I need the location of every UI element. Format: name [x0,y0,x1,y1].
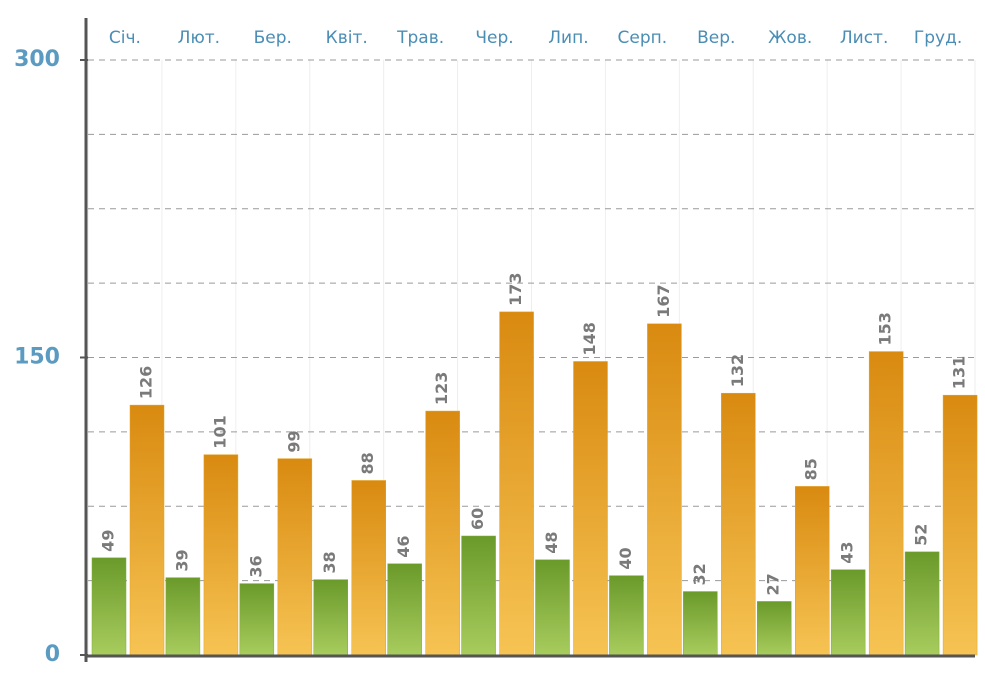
y-tick-label: 300 [14,47,60,72]
x-tick-label: Бер. [254,28,292,48]
bar [165,577,201,656]
value-label: 99 [284,430,303,452]
x-tick-label: Лют. [178,28,220,48]
bar [425,410,460,656]
value-label: 153 [876,312,895,345]
x-tick-label: Трав. [396,28,444,48]
value-label: 43 [838,541,857,563]
x-tick-label: Жов. [768,28,812,48]
value-label: 48 [542,532,561,554]
x-tick-label: Лип. [548,28,588,48]
value-label: 46 [394,536,413,558]
bar [868,351,904,656]
value-label: 36 [246,555,265,577]
bar [721,392,756,656]
value-label: 32 [690,563,709,585]
bar [203,454,239,656]
bar [239,583,275,656]
bar [942,394,978,656]
bar [129,404,165,656]
value-label: 167 [654,284,673,317]
value-label: 85 [802,458,821,480]
value-label: 60 [468,508,487,530]
value-label: 101 [210,415,229,448]
value-label: 88 [358,452,377,474]
value-label: 38 [320,551,339,573]
y-tick-label: 150 [14,345,60,370]
value-label: 39 [172,549,191,571]
value-label: 27 [764,573,783,595]
bar [830,569,866,656]
x-tick-label: Січ. [109,28,141,48]
bar [351,480,386,656]
x-tick-label: Лист. [840,28,889,48]
x-tick-label: Квіт. [326,28,368,48]
x-tick-label: Чер. [475,28,513,48]
bar [277,458,313,656]
bar [387,563,422,656]
bar [647,323,682,656]
x-tick-label: Серп. [618,28,668,48]
bar [795,486,830,656]
bar [313,579,348,656]
value-label: 126 [137,366,156,399]
bar [535,559,570,656]
bar [609,575,644,656]
y-tick-label: 0 [45,642,60,667]
value-label: 131 [950,356,969,389]
value-label: 132 [728,354,747,387]
value-label: 148 [580,322,599,355]
bar [573,361,608,656]
bar [757,601,792,656]
value-label: 123 [432,372,451,405]
value-label: 40 [616,547,635,569]
value-label: 52 [912,524,931,546]
x-tick-label: Груд. [914,28,962,48]
bar [904,551,940,656]
bar [91,557,127,656]
x-tick-label: Вер. [697,28,735,48]
bar [499,311,534,656]
bar [683,591,718,656]
value-label: 49 [99,530,118,552]
value-label: 173 [506,272,525,305]
bar [461,535,496,656]
